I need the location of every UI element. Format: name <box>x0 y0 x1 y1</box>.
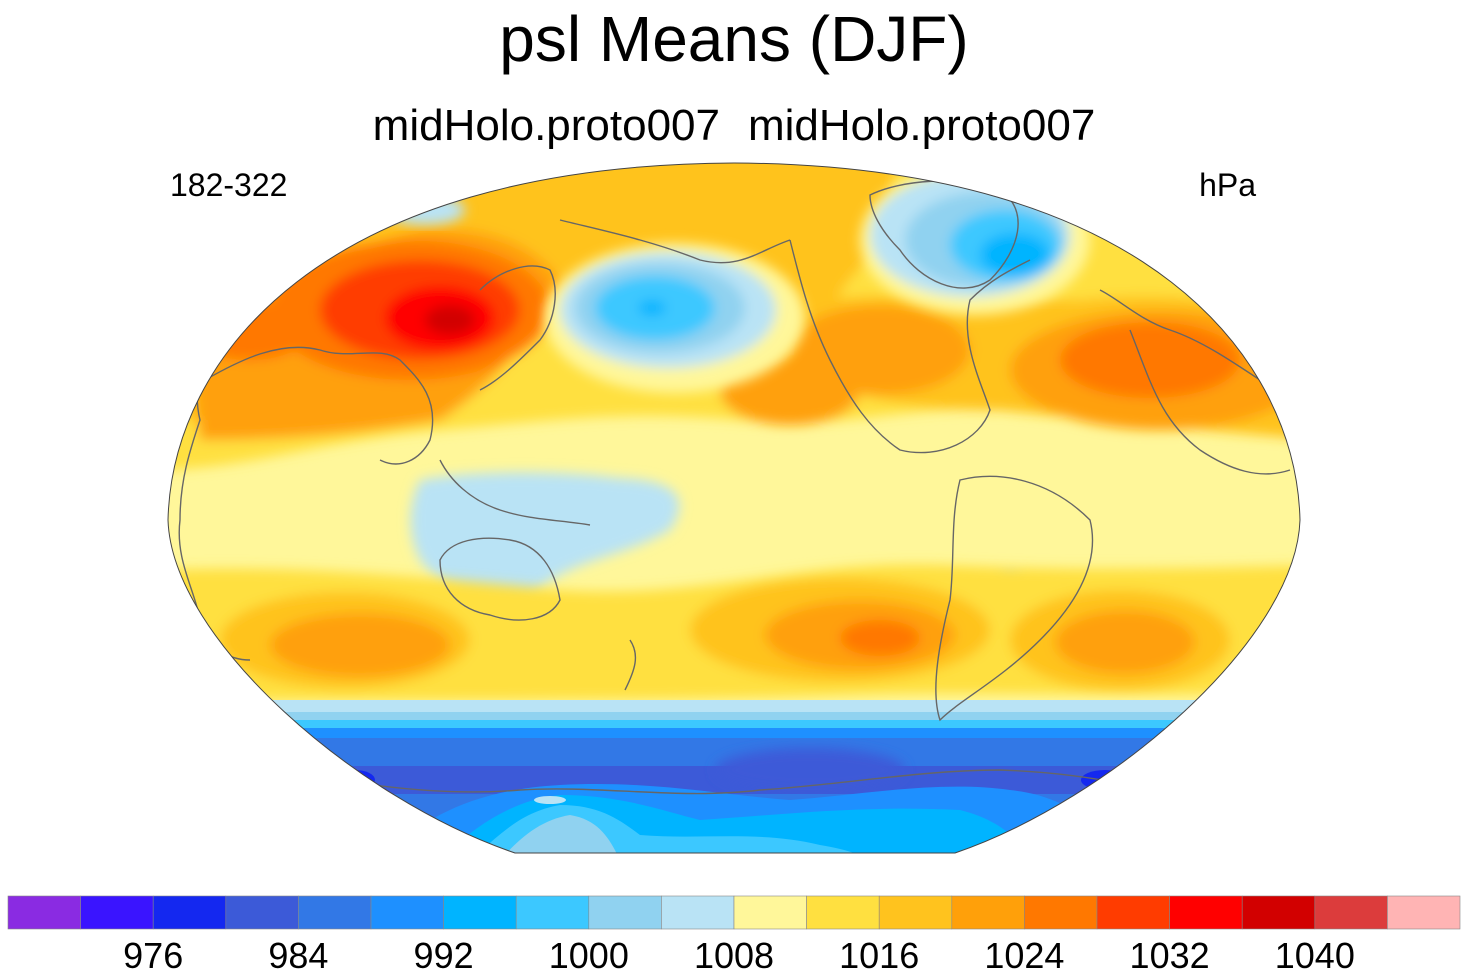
colorbar-box <box>588 895 662 930</box>
right-case-name: midHolo.proto007 <box>748 101 1096 150</box>
indonesia-coast <box>439 459 591 526</box>
colorbar-box <box>1024 895 1098 930</box>
colorbar-label: 992 <box>414 935 474 976</box>
southern-trough <box>168 700 1300 853</box>
colorbar-label: 976 <box>123 935 183 976</box>
south-america-coast <box>935 475 1094 722</box>
southern-highs <box>168 564 1300 700</box>
colorbar-box <box>152 895 227 930</box>
colorbar-box <box>1241 895 1316 930</box>
trough-min-east <box>1081 770 1129 790</box>
asia-south-coast <box>204 346 434 465</box>
colorbar-box <box>515 895 590 930</box>
bering-coast <box>559 219 791 264</box>
globe-outline <box>167 162 1301 854</box>
colorbar-box <box>80 895 154 930</box>
europe-coast <box>1099 289 1261 381</box>
units-label: hPa <box>1199 167 1256 203</box>
colorbar-label: 1040 <box>1275 935 1355 976</box>
east-asia-coast <box>479 265 556 391</box>
coastlines <box>178 180 1291 795</box>
colorbar-label: 1032 <box>1130 935 1210 976</box>
colorbar-box <box>878 895 953 930</box>
colorbar: 976 984 992 1000 1008 1016 1024 1032 1040 <box>7 895 1461 976</box>
colorbar-box <box>1314 895 1388 930</box>
siberian-high-peak <box>425 305 475 335</box>
north-america-coast <box>789 239 1031 454</box>
colorbar-box <box>806 895 880 930</box>
europe-high <box>190 300 310 360</box>
colorbar-label: 1000 <box>549 935 629 976</box>
colorbar-label: 984 <box>268 935 328 976</box>
colorbar-box <box>370 895 444 930</box>
period-label: 182-322 <box>170 167 288 203</box>
colorbar-box <box>1387 895 1461 930</box>
colorbar-boxes <box>7 895 1461 930</box>
colorbar-labels: 976 984 992 1000 1008 1016 1024 1032 1040 <box>123 935 1355 976</box>
colorbar-label: 1016 <box>839 935 919 976</box>
new-zealand-coast <box>624 639 637 691</box>
colorbar-box <box>661 895 735 930</box>
colorbar-box <box>225 895 299 930</box>
australian-low <box>410 472 680 604</box>
colorbar-box <box>733 895 807 930</box>
colorbar-box <box>7 895 81 930</box>
colorbar-box <box>1096 895 1170 930</box>
north-america-high <box>790 305 970 395</box>
left-case-name: midHolo.proto007 <box>372 101 720 150</box>
colorbar-box <box>951 895 1025 930</box>
arctic-low-patch <box>385 195 465 225</box>
aleutian-low <box>545 243 805 393</box>
colorbar-box <box>298 895 372 930</box>
antarctica-coast <box>339 769 1151 795</box>
pressure-field <box>168 163 1300 853</box>
colorbar-box <box>1169 895 1243 930</box>
west-africa-coast <box>1129 329 1291 475</box>
psl-map <box>167 162 1301 854</box>
australia-coast <box>439 537 561 621</box>
case-names: midHolo.proto007 midHolo.proto007 <box>0 100 1468 152</box>
colorbar-box <box>443 895 517 930</box>
colorbar-label: 1008 <box>694 935 774 976</box>
trough-min-west <box>335 770 375 790</box>
colorbar-label: 1024 <box>984 935 1064 976</box>
plot-title: psl Means (DJF) <box>499 3 969 75</box>
azores-high-core <box>1060 322 1240 398</box>
icelandic-low <box>860 165 1090 315</box>
